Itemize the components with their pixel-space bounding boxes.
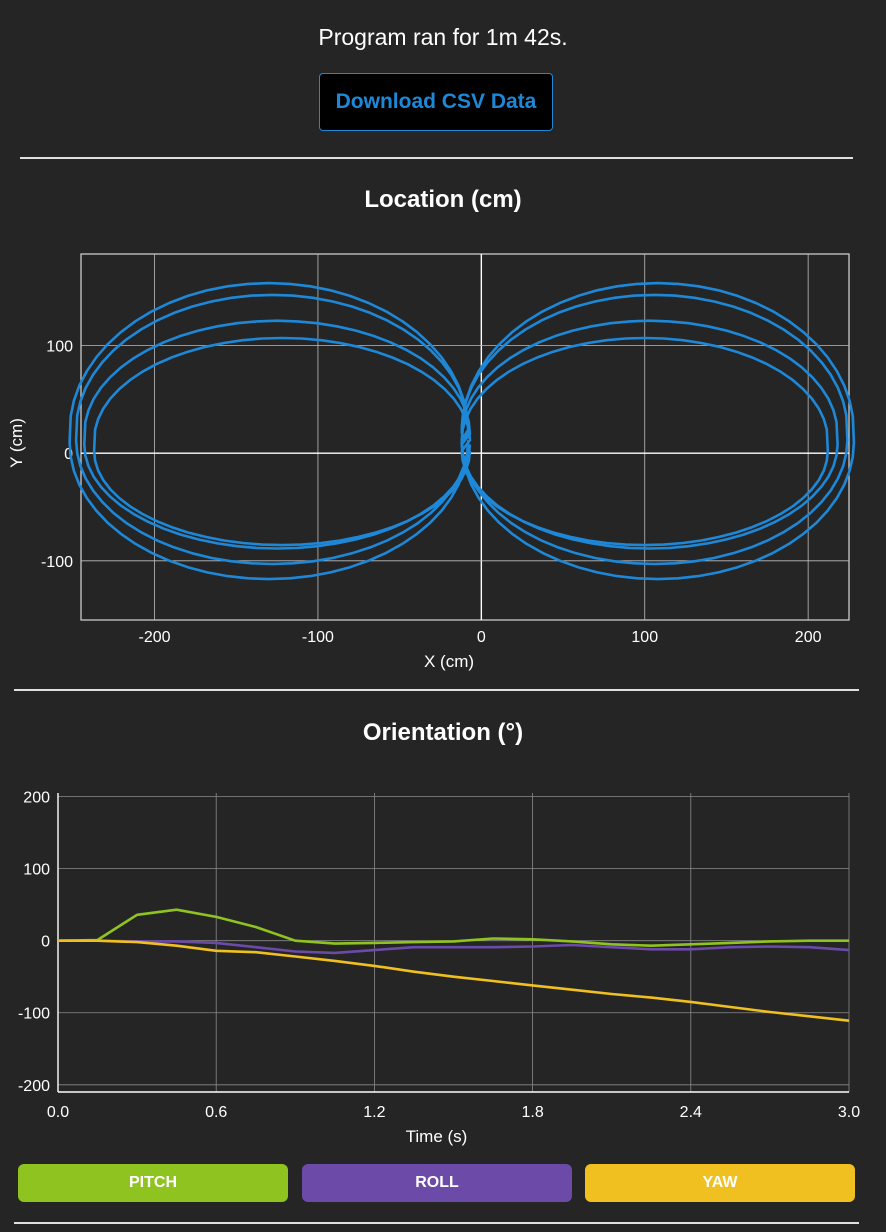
divider-middle xyxy=(14,689,859,691)
orientation-y-tick-label: -200 xyxy=(18,1078,50,1095)
orientation-series-pitch xyxy=(57,908,849,947)
orientation-x-tick-label: 3.0 xyxy=(838,1104,860,1121)
location-x-tick-label: 100 xyxy=(631,629,658,646)
location-x-tick-label: -100 xyxy=(302,629,334,646)
location-chart: -200 -100 0 100 200 -100 0 100 X (cm) Y (cm) xyxy=(7,253,856,671)
orientation-y-tick-label: -100 xyxy=(18,1006,50,1023)
orientation-series-yaw xyxy=(58,939,850,1022)
orientation-y-tick-label: 100 xyxy=(23,862,50,879)
location-y-tick-label: -100 xyxy=(41,554,73,571)
location-y-tick-label: 0 xyxy=(64,446,73,463)
divider-bottom xyxy=(14,1222,859,1224)
location-x-tick-label: 200 xyxy=(795,629,822,646)
location-x-axis-label: X (cm) xyxy=(424,652,474,671)
legend-yaw-button[interactable]: YAW xyxy=(585,1164,855,1202)
location-y-axis-label: Y (cm) xyxy=(7,418,26,468)
orientation-chart-title: Orientation (°) xyxy=(362,719,524,746)
divider-top xyxy=(20,157,853,159)
orientation-x-tick-label: 0.0 xyxy=(47,1104,69,1121)
location-x-tick-label: 0 xyxy=(477,629,486,646)
download-csv-button[interactable]: Download CSV Data xyxy=(319,73,553,131)
orientation-x-tick-label: 0.6 xyxy=(205,1104,227,1121)
orientation-y-tick-label: 200 xyxy=(23,790,50,807)
location-x-tick-label: -200 xyxy=(139,629,171,646)
orientation-x-axis-label: Time (s) xyxy=(406,1127,468,1146)
orientation-chart: 0.0 0.6 1.2 1.8 2.4 3.0 200 100 0 -100 -200 Time (s… xyxy=(18,790,860,1146)
orientation-x-tick-label: 1.8 xyxy=(521,1104,543,1121)
location-y-tick-label: 100 xyxy=(46,339,73,356)
orientation-series-roll xyxy=(58,939,850,955)
orientation-x-tick-label: 2.4 xyxy=(680,1104,702,1121)
orientation-y-tick-label: 0 xyxy=(41,934,50,951)
location-chart-title: Location (cm) xyxy=(364,186,522,213)
location-trajectory-loop xyxy=(92,336,830,547)
runtime-text: Program ran for 1m 42s. xyxy=(318,24,568,50)
legend-roll-button[interactable]: ROLL xyxy=(302,1164,572,1202)
orientation-x-tick-label: 1.2 xyxy=(363,1104,385,1121)
location-trajectory-loop xyxy=(68,281,856,581)
location-trajectory-loop xyxy=(83,319,839,550)
legend-pitch-button[interactable]: PITCH xyxy=(18,1164,288,1202)
